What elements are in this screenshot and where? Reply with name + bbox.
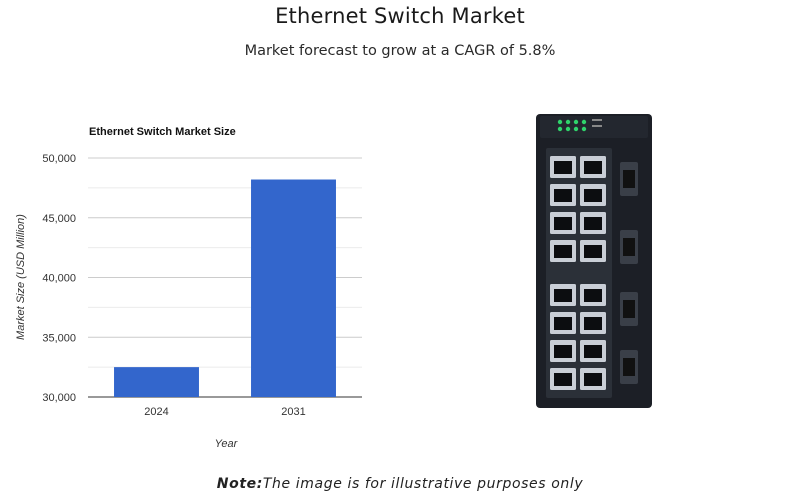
y-tick-label: 30,000 <box>42 392 76 404</box>
footnote-text: The image is for illustrative purposes o… <box>262 476 584 492</box>
footnote-label: Note: <box>216 476 263 492</box>
x-axis-ticks: 2024 2031 <box>144 406 305 418</box>
y-axis-ticks: 30,000 35,000 40,000 45,000 50,000 <box>42 153 76 404</box>
y-tick-label: 50,000 <box>42 153 76 165</box>
y-tick-label: 35,000 <box>42 332 76 344</box>
bar-2031 <box>251 179 336 397</box>
x-axis-label: Year <box>215 438 239 450</box>
bar-2024 <box>114 367 199 397</box>
x-tick-label: 2024 <box>144 406 168 418</box>
chart-title: Ethernet Switch Market Size <box>89 126 236 138</box>
market-size-chart: Ethernet Switch Market Size 30,000 35,000… <box>15 126 362 450</box>
page-subtitle: Market forecast to grow at a CAGR of 5.8… <box>244 43 556 59</box>
y-axis-label: Market Size (USD Million) <box>15 214 27 340</box>
y-tick-label: 45,000 <box>42 213 76 225</box>
ethernet-switch-image <box>536 114 652 408</box>
x-tick-label: 2031 <box>281 406 305 418</box>
chart-bars <box>114 179 336 397</box>
page-title: Ethernet Switch Market <box>275 4 525 28</box>
footnote: Note:The image is for illustrative purpo… <box>0 476 800 492</box>
y-tick-label: 40,000 <box>42 273 76 285</box>
